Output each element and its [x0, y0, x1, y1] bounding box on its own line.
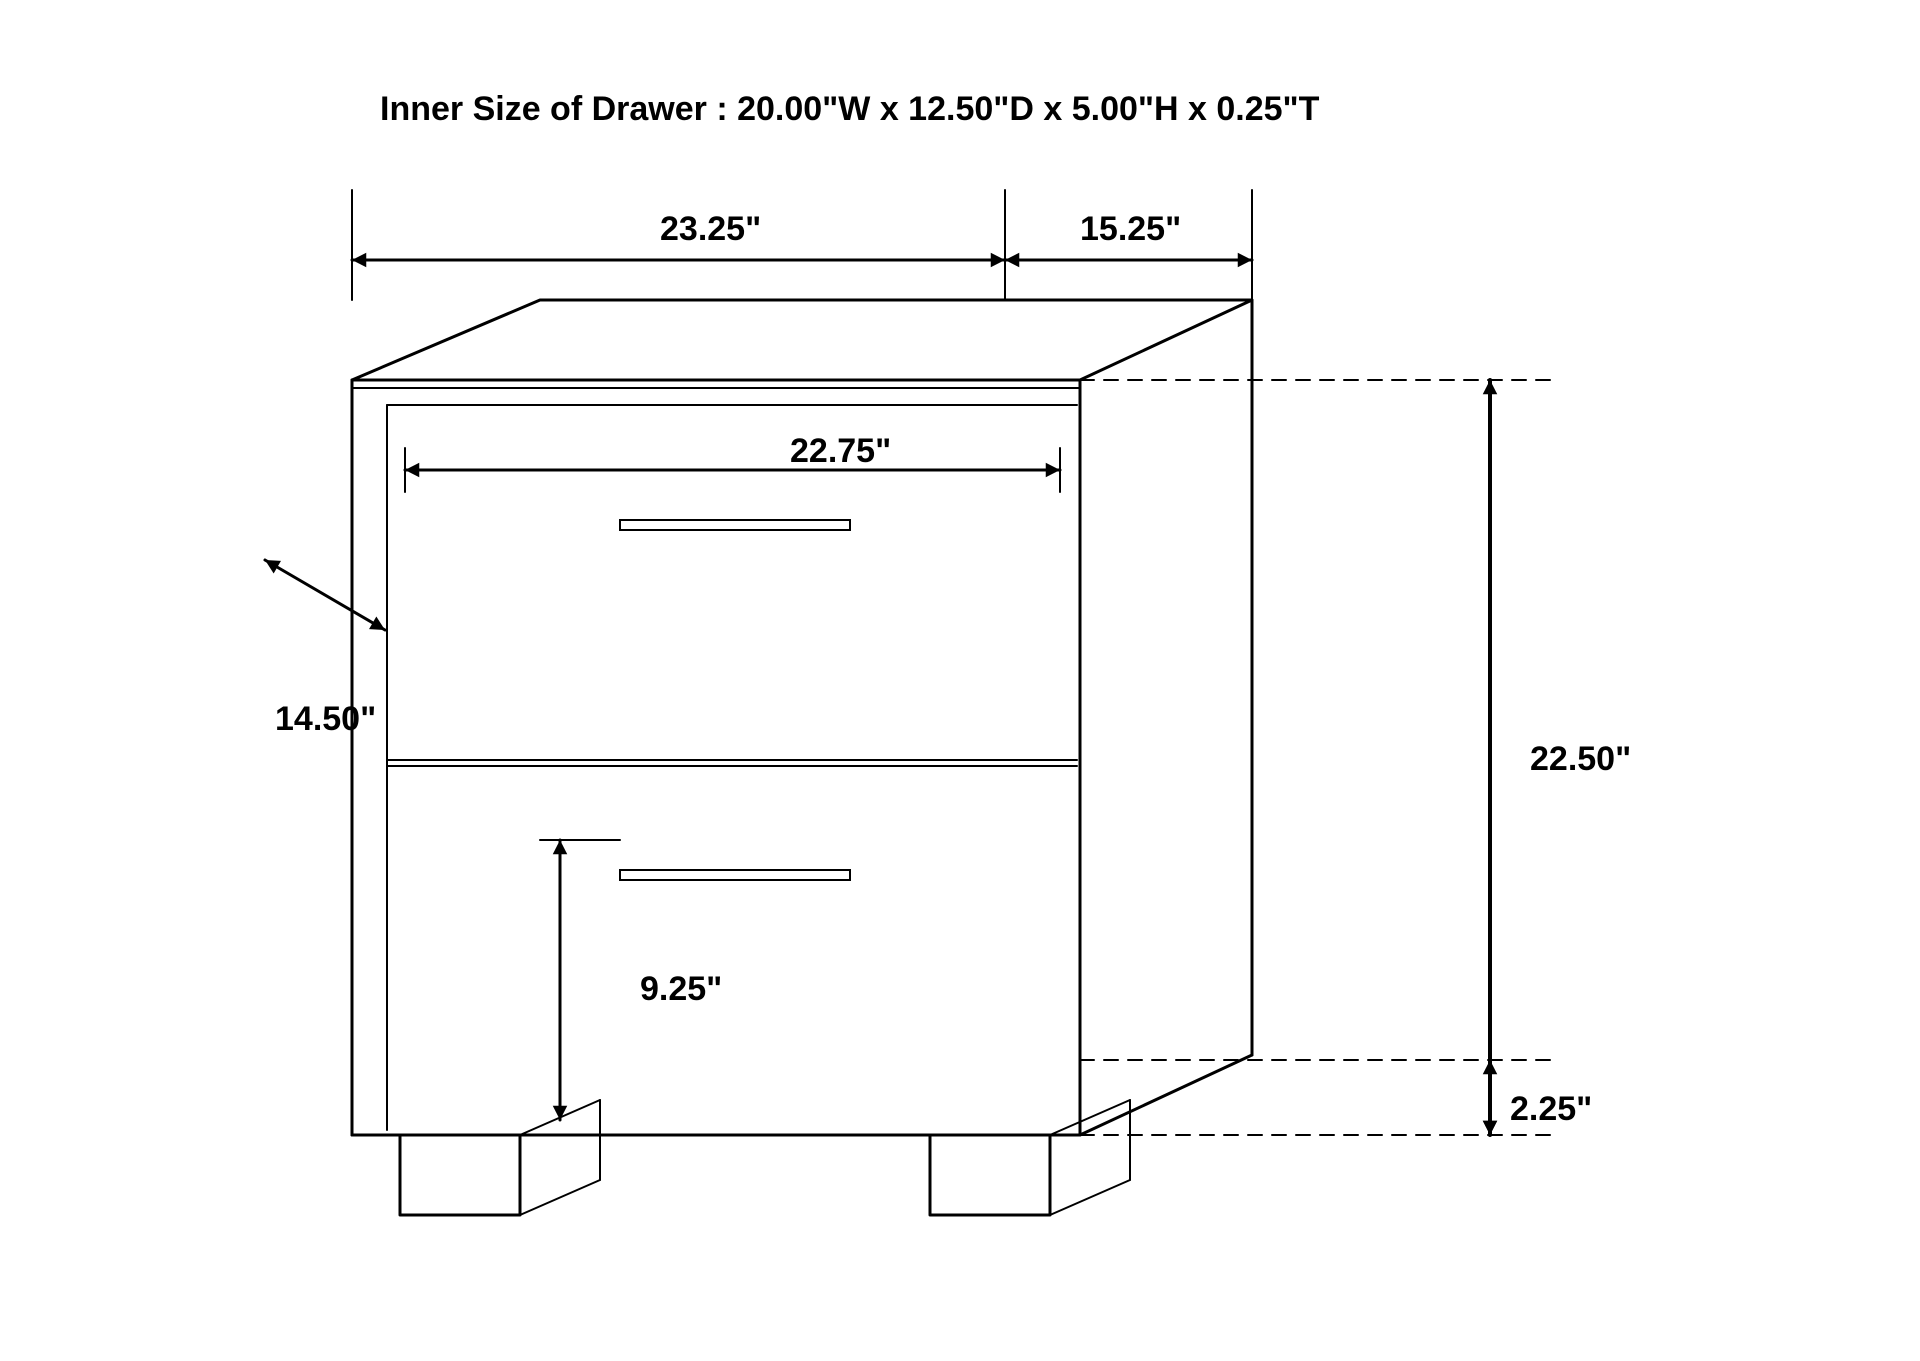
dim-drawer-h: 9.25": [640, 970, 722, 1009]
dim-side-depth: 14.50": [275, 700, 376, 739]
dim-drawer-face: 22.75": [790, 432, 891, 471]
dim-base-h: 2.25": [1510, 1090, 1592, 1129]
diagram-stage: Inner Size of Drawer : 20.00"W x 12.50"D…: [0, 0, 1920, 1361]
dim-top-width: 23.25": [660, 210, 761, 249]
drawing-svg: [0, 0, 1920, 1361]
dim-top-depth: 15.25": [1080, 210, 1181, 249]
dim-total-h: 22.50": [1530, 740, 1631, 779]
